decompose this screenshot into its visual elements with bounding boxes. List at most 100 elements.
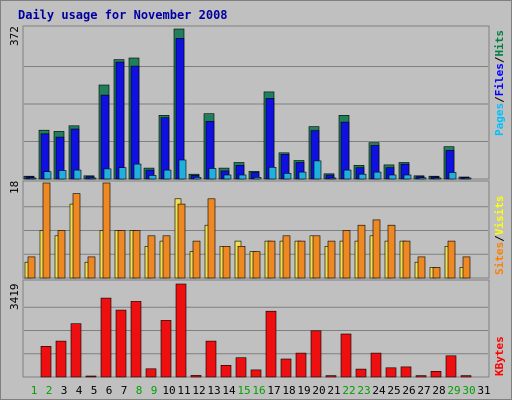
legend-kbytes: KBytes: [493, 336, 506, 376]
x-tick-label: 6: [106, 384, 113, 397]
visits-bar-sites-day-29: [447, 240, 456, 279]
hits-bar-pages-day-6: [103, 168, 112, 180]
visits-bar-sites-day-8: [132, 230, 141, 279]
x-tick-label: 10: [162, 384, 175, 397]
hits-bar-pages-day-9: [148, 175, 157, 180]
hits-bar-pages-day-3: [58, 170, 67, 180]
hits-bar-pages-day-24: [373, 171, 382, 180]
x-tick-label: 18: [282, 384, 295, 397]
x-axis-labels: 1 2 3 4 5 6 7 8 9 10 11 12 13 14 15 16 17 18 19 20 21 22 23 24 2…: [31, 384, 491, 397]
x-tick-label: 19: [297, 384, 310, 397]
legend-sep-2: /: [493, 56, 506, 63]
hits-bar-pages-day-17: [268, 167, 277, 180]
panel-kbytes: [22, 279, 490, 378]
kbytes-bar-kbytes-day-29: [445, 355, 457, 378]
hits-bar-pages-day-13: [208, 168, 217, 180]
kbytes-bar-kbytes-day-10: [160, 320, 172, 378]
x-tick-label: 31: [477, 384, 490, 397]
kbytes-bar-kbytes-day-16: [250, 369, 262, 378]
hits-bar-pages-day-1: [28, 177, 37, 180]
hits-bar-pages-day-14: [223, 174, 232, 180]
visits-bar-sites-day-2: [42, 182, 51, 279]
kbytes-bar-kbytes-day-2: [40, 345, 52, 378]
legend-hits: Pages/Files/Hits: [493, 30, 506, 136]
hits-bar-files-day-8: [130, 65, 140, 180]
x-tick-label: 5: [91, 384, 98, 397]
hits-bar-pages-day-23: [358, 173, 367, 180]
x-tick-label: 7: [121, 384, 128, 397]
legend-sep-3: /: [493, 235, 506, 242]
visits-bar-sites-day-16: [252, 251, 261, 279]
x-tick-label: 22: [342, 384, 355, 397]
kbytes-bar-kbytes-day-8: [130, 301, 142, 378]
visits-bar-sites-day-17: [267, 240, 276, 279]
kbytes-bar-kbytes-day-22: [340, 333, 352, 378]
visits-bar-sites-day-25: [387, 224, 396, 279]
visits-bar-sites-day-12: [192, 240, 201, 279]
kbytes-bar-kbytes-day-11: [175, 283, 187, 378]
visits-bar-sites-day-9: [147, 235, 156, 279]
hits-bar-pages-day-4: [73, 169, 82, 180]
x-tick-label: 15: [237, 384, 250, 397]
hits-bar-pages-day-16: [253, 177, 262, 180]
visits-bar-sites-day-7: [117, 230, 126, 279]
kbytes-max-label: 3419: [8, 284, 21, 311]
legend-sites: Sites: [493, 242, 506, 275]
hits-bar-pages-day-27: [418, 177, 427, 180]
kbytes-bar-kbytes-day-15: [235, 357, 247, 378]
hits-bar-files-day-7: [115, 61, 125, 180]
kbytes-bar-kbytes-day-6: [100, 297, 112, 378]
legend-files: Files: [493, 63, 506, 96]
kbytes-bar-kbytes-day-23: [355, 368, 367, 378]
visits-bar-sites-day-5: [87, 256, 96, 279]
x-tick-label: 9: [151, 384, 158, 397]
panel-kbytes-frame: [22, 279, 490, 378]
kbytes-bar-kbytes-day-24: [370, 352, 382, 378]
visits-bar-sites-day-4: [72, 193, 81, 279]
legend-kbytes-label: KBytes: [493, 336, 506, 376]
visits-bar-sites-day-22: [342, 230, 351, 279]
kbytes-bar-kbytes-day-21: [325, 375, 337, 378]
x-tick-label: 24: [372, 384, 386, 397]
hits-max-label: 372: [8, 26, 21, 46]
x-tick-label: 1: [31, 384, 38, 397]
panel-hits-frame: [22, 25, 490, 180]
legend-visits: Sites/Visits: [493, 196, 506, 276]
x-tick-label: 26: [402, 384, 415, 397]
x-tick-label: 11: [177, 384, 190, 397]
x-tick-label: 12: [192, 384, 205, 397]
visits-bar-sites-day-20: [312, 235, 321, 279]
hits-bar-files-day-17: [265, 98, 275, 180]
x-tick-label: 3: [61, 384, 68, 397]
legend-pages: Pages: [493, 103, 506, 136]
hits-bar-pages-day-26: [403, 174, 412, 180]
visits-bar-sites-day-14: [222, 246, 231, 279]
hits-bar-pages-day-8: [133, 163, 142, 180]
kbytes-bar-kbytes-day-17: [265, 310, 277, 378]
x-tick-label: 8: [136, 384, 143, 397]
kbytes-bar-kbytes-day-12: [190, 375, 202, 378]
kbytes-bar-kbytes-day-28: [430, 370, 442, 378]
hits-bar-pages-day-2: [43, 171, 52, 180]
hits-bar-pages-day-21: [328, 177, 337, 180]
legend-visits-text: Sites/Visits: [493, 196, 506, 276]
kbytes-bar-kbytes-day-13: [205, 340, 217, 378]
chart-title: Daily usage for November 2008: [18, 8, 228, 22]
visits-bar-sites-day-30: [462, 256, 471, 279]
kbytes-bar-kbytes-day-3: [55, 340, 67, 378]
visits-bar-sites-day-3: [57, 230, 66, 279]
visits-bar-sites-day-19: [297, 240, 306, 279]
kbytes-bar-kbytes-day-27: [415, 375, 427, 378]
kbytes-bar-kbytes-day-5: [85, 375, 97, 378]
visits-bar-sites-day-24: [372, 219, 381, 279]
hits-bar-pages-day-12: [193, 177, 202, 180]
visits-bar-sites-day-23: [357, 224, 366, 279]
legend-hits-label: Hits: [493, 30, 506, 57]
x-tick-label: 13: [207, 384, 220, 397]
hits-bar-pages-day-5: [88, 177, 97, 180]
x-tick-label: 30: [462, 384, 475, 397]
hits-bar-pages-day-30: [463, 177, 472, 180]
kbytes-bar-kbytes-day-18: [280, 358, 292, 378]
hits-bar-pages-day-7: [118, 167, 127, 180]
hits-bar-pages-day-22: [343, 169, 352, 180]
